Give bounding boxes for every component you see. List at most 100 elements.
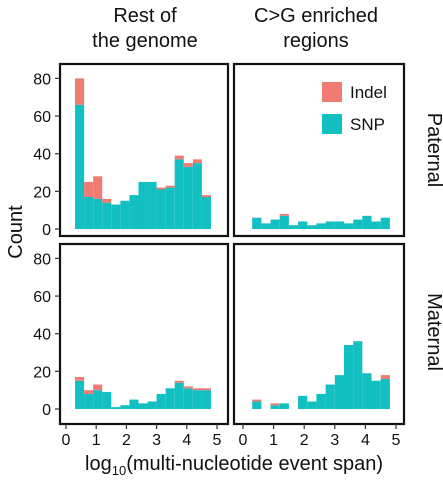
indel-bar — [192, 159, 202, 164]
indel-bar — [183, 386, 193, 389]
y-axis-ticks-top-row: 0 20 40 60 80 — [33, 71, 60, 239]
x-tick-label: 2 — [122, 432, 131, 449]
snp-bar — [183, 166, 193, 229]
snp-bar — [261, 223, 271, 229]
x-axis-label-rest: (multi-nucleotide event span) — [126, 453, 383, 475]
snp-bar — [298, 395, 308, 409]
indel-bar — [156, 187, 166, 190]
indel-bar — [279, 213, 289, 216]
snp-bar — [111, 407, 121, 409]
snp-bar — [192, 163, 202, 229]
snp-bar — [334, 375, 344, 409]
x-tick-label: 1 — [269, 432, 278, 449]
y-tick-label: 60 — [33, 109, 51, 126]
indel-bar — [192, 388, 202, 391]
snp-bar — [93, 390, 103, 409]
column-title-cg-line2: regions — [283, 30, 349, 52]
snp-bar — [380, 378, 390, 409]
snp-bar — [362, 373, 372, 409]
snp-bar — [111, 204, 121, 229]
x-tick-label: 5 — [213, 432, 222, 449]
legend-label-snp: SNP — [350, 115, 385, 134]
snp-bar — [353, 219, 363, 229]
snp-bar — [102, 202, 112, 229]
row-title-paternal: Paternal — [423, 113, 443, 188]
panel-rest-paternal — [58, 62, 230, 238]
snp-bar — [120, 200, 130, 229]
y-axis-label: Count — [5, 205, 27, 259]
y-tick-label: 0 — [42, 402, 51, 419]
column-title-rest-line2: the genome — [92, 30, 198, 52]
snp-bar — [192, 390, 202, 409]
snp-bar — [75, 104, 85, 229]
x-tick-label: 0 — [62, 432, 71, 449]
snp-bar — [343, 345, 354, 409]
y-tick-label: 20 — [33, 184, 51, 201]
snp-bar — [147, 181, 157, 229]
snp-bar — [84, 197, 94, 229]
snp-bar — [156, 189, 166, 229]
x-axis-label-subscript: 10 — [112, 463, 126, 478]
y-tick-label: 20 — [33, 364, 51, 381]
indel-bar — [270, 403, 280, 406]
snp-bar — [270, 219, 280, 229]
x-tick-label: 3 — [152, 432, 161, 449]
indel-bar — [75, 377, 85, 381]
snp-bar — [201, 197, 211, 229]
x-tick-label: 0 — [239, 432, 248, 449]
legend-swatch-indel — [322, 82, 342, 102]
snp-bar — [102, 392, 112, 409]
x-axis-ticks-left-column: 0 1 2 3 4 5 — [62, 424, 222, 449]
legend-label-indel: Indel — [350, 83, 387, 102]
snp-bar — [279, 403, 289, 409]
panel-bars — [252, 341, 390, 409]
indel-bar — [174, 380, 184, 383]
x-tick-label: 3 — [330, 432, 339, 449]
snp-bar — [129, 195, 139, 229]
indel-bar — [84, 181, 94, 197]
snp-bar — [380, 217, 390, 229]
x-axis-label-log: log — [85, 453, 112, 475]
indel-bar — [201, 388, 211, 391]
panel-frame — [232, 62, 406, 238]
snp-bar — [138, 181, 148, 229]
y-tick-label: 80 — [33, 251, 51, 268]
x-tick-label: 5 — [392, 432, 401, 449]
snp-bar — [201, 390, 211, 409]
snp-bar — [325, 221, 335, 229]
y-tick-label: 80 — [33, 71, 51, 88]
snp-bar — [156, 393, 166, 409]
row-title-maternal: Maternal — [423, 293, 443, 371]
x-tick-label: 4 — [361, 432, 370, 449]
panel-bars — [252, 213, 390, 229]
snp-bar — [307, 225, 317, 229]
indel-bar — [75, 78, 85, 105]
column-title-rest-line1: Rest of — [113, 5, 177, 27]
panel-bars — [75, 377, 211, 409]
snp-bar — [316, 393, 326, 409]
snp-bar — [120, 405, 130, 409]
snp-bar — [334, 221, 344, 229]
panel-rest-maternal — [58, 242, 230, 426]
legend: Indel SNP — [322, 82, 387, 134]
snp-bar — [288, 225, 299, 229]
indel-bar — [93, 176, 103, 199]
y-axis-ticks-bottom-row: 0 20 40 60 80 — [33, 251, 60, 419]
snp-bar — [129, 399, 139, 409]
panel-cg-maternal — [232, 242, 406, 426]
snp-bar — [343, 223, 354, 229]
indel-bar — [102, 198, 112, 203]
snp-bar — [371, 380, 381, 409]
snp-bar — [183, 388, 193, 409]
snp-bar — [174, 159, 184, 229]
indel-bar — [183, 163, 193, 167]
x-tick-label: 4 — [182, 432, 191, 449]
x-axis-label: log10(multi-nucleotide event span) — [85, 453, 383, 478]
snp-bar — [298, 221, 308, 229]
x-tick-label: 1 — [92, 432, 101, 449]
snp-bar — [138, 403, 148, 409]
x-axis-ticks-right-column: 0 1 2 3 4 5 — [239, 424, 401, 449]
y-tick-label: 60 — [33, 289, 51, 306]
snp-bar — [75, 380, 85, 409]
